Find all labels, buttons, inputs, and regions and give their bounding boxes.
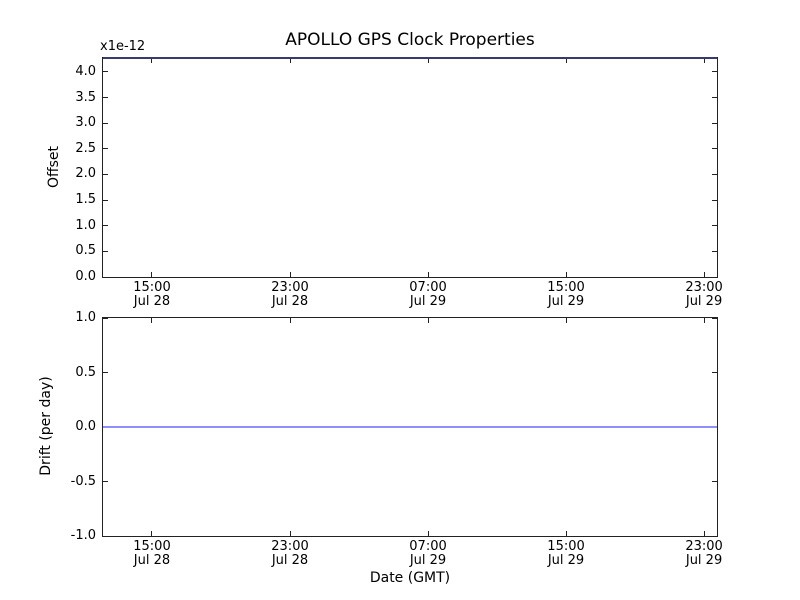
x-tick-mark [289, 58, 291, 63]
x-tick-mark [703, 272, 705, 277]
y-tick-mark [712, 97, 717, 99]
y-tick-mark [103, 276, 108, 278]
x-tick-label: 07:00 Jul 29 [409, 539, 447, 568]
y-tick-label: 2.0 [75, 166, 96, 182]
chart-title: APOLLO GPS Clock Properties [285, 30, 535, 50]
y-tick-label: 2.5 [75, 140, 96, 156]
y-tick-label: 0.0 [75, 269, 96, 284]
y-tick-mark [712, 148, 717, 150]
y-tick-label: 0.0 [75, 419, 96, 434]
y-tick-mark [712, 481, 717, 482]
y-tick-mark [712, 250, 717, 252]
x-tick-mark [565, 272, 567, 277]
y-tick-mark [712, 71, 717, 73]
x-tick-mark [289, 272, 291, 277]
y-tick-label: 3.0 [75, 115, 96, 131]
y-tick-label: -0.5 [70, 473, 96, 489]
y-tick-mark [712, 122, 717, 124]
x-tick-mark [289, 531, 291, 536]
x-tick-mark [427, 318, 429, 323]
y-tick-mark [103, 250, 108, 252]
y-tick-mark [103, 148, 108, 150]
y-tick-label: 3.5 [75, 89, 96, 105]
offset-scale-multiplier-label: x1e-12 [100, 39, 146, 54]
offset-axes: 15:00 Jul 28 23:00 Jul 28 07:00 Jul 29 15:00 Ju… [75, 57, 723, 309]
x-tick-label: 23:00 Jul 28 [271, 280, 309, 309]
offset-y-axis-label: Offset [46, 145, 62, 189]
y-tick-label: 0.5 [75, 364, 96, 380]
series-line-gps-offset [103, 57, 717, 59]
x-tick-mark [565, 531, 567, 536]
y-tick-mark [712, 372, 717, 373]
y-tick-label: 1.0 [75, 310, 96, 325]
x-tick-mark [427, 272, 429, 277]
y-tick-mark [103, 199, 108, 201]
y-tick-mark [103, 225, 108, 227]
y-tick-label: 1.5 [75, 192, 96, 208]
y-tick-mark [103, 71, 108, 73]
x-tick-label: 23:00 Jul 29 [685, 280, 723, 309]
y-tick-mark [712, 225, 717, 227]
y-tick-mark [103, 481, 108, 482]
y-tick-label: 1.0 [75, 217, 96, 233]
y-tick-label: 4.0 [75, 63, 96, 79]
y-tick-mark [103, 317, 108, 319]
x-tick-label: 15:00 Jul 29 [547, 539, 585, 568]
y-tick-mark [103, 535, 108, 537]
x-tick-label: 15:00 Jul 28 [133, 280, 171, 309]
x-tick-mark [151, 531, 153, 536]
x-tick-mark [703, 58, 705, 63]
x-tick-mark [565, 58, 567, 63]
y-tick-mark [712, 276, 717, 278]
x-tick-mark [427, 531, 429, 536]
series-line-gps-drift [103, 426, 717, 428]
y-tick-mark [103, 122, 108, 124]
y-tick-label: 0.5 [75, 243, 96, 259]
drift-y-axis-label: Drift (per day) [38, 376, 54, 476]
x-tick-mark [703, 531, 705, 536]
x-tick-mark [427, 58, 429, 63]
x-tick-label: 07:00 Jul 29 [409, 280, 447, 309]
x-axis-label: Date (GMT) [369, 570, 451, 586]
y-tick-mark [103, 173, 108, 175]
y-tick-label: -1.0 [70, 528, 96, 543]
y-tick-mark [712, 317, 717, 319]
x-tick-mark [703, 318, 705, 323]
drift-axes: 15:00 Jul 28 23:00 Jul 28 07:00 Jul 29 15:00 Ju… [71, 310, 723, 568]
x-tick-mark [151, 318, 153, 323]
y-tick-mark [103, 97, 108, 99]
y-tick-mark [103, 372, 108, 373]
x-tick-label: 15:00 Jul 28 [133, 539, 171, 568]
y-tick-mark [712, 173, 717, 175]
x-tick-label: 23:00 Jul 28 [271, 539, 309, 568]
x-tick-mark [151, 58, 153, 63]
y-tick-mark [712, 199, 717, 201]
x-tick-label: 15:00 Jul 29 [547, 280, 585, 309]
y-tick-mark [712, 535, 717, 537]
x-tick-mark [565, 318, 567, 323]
x-tick-mark [289, 318, 291, 323]
x-tick-mark [151, 272, 153, 277]
x-tick-label: 23:00 Jul 29 [685, 539, 723, 568]
